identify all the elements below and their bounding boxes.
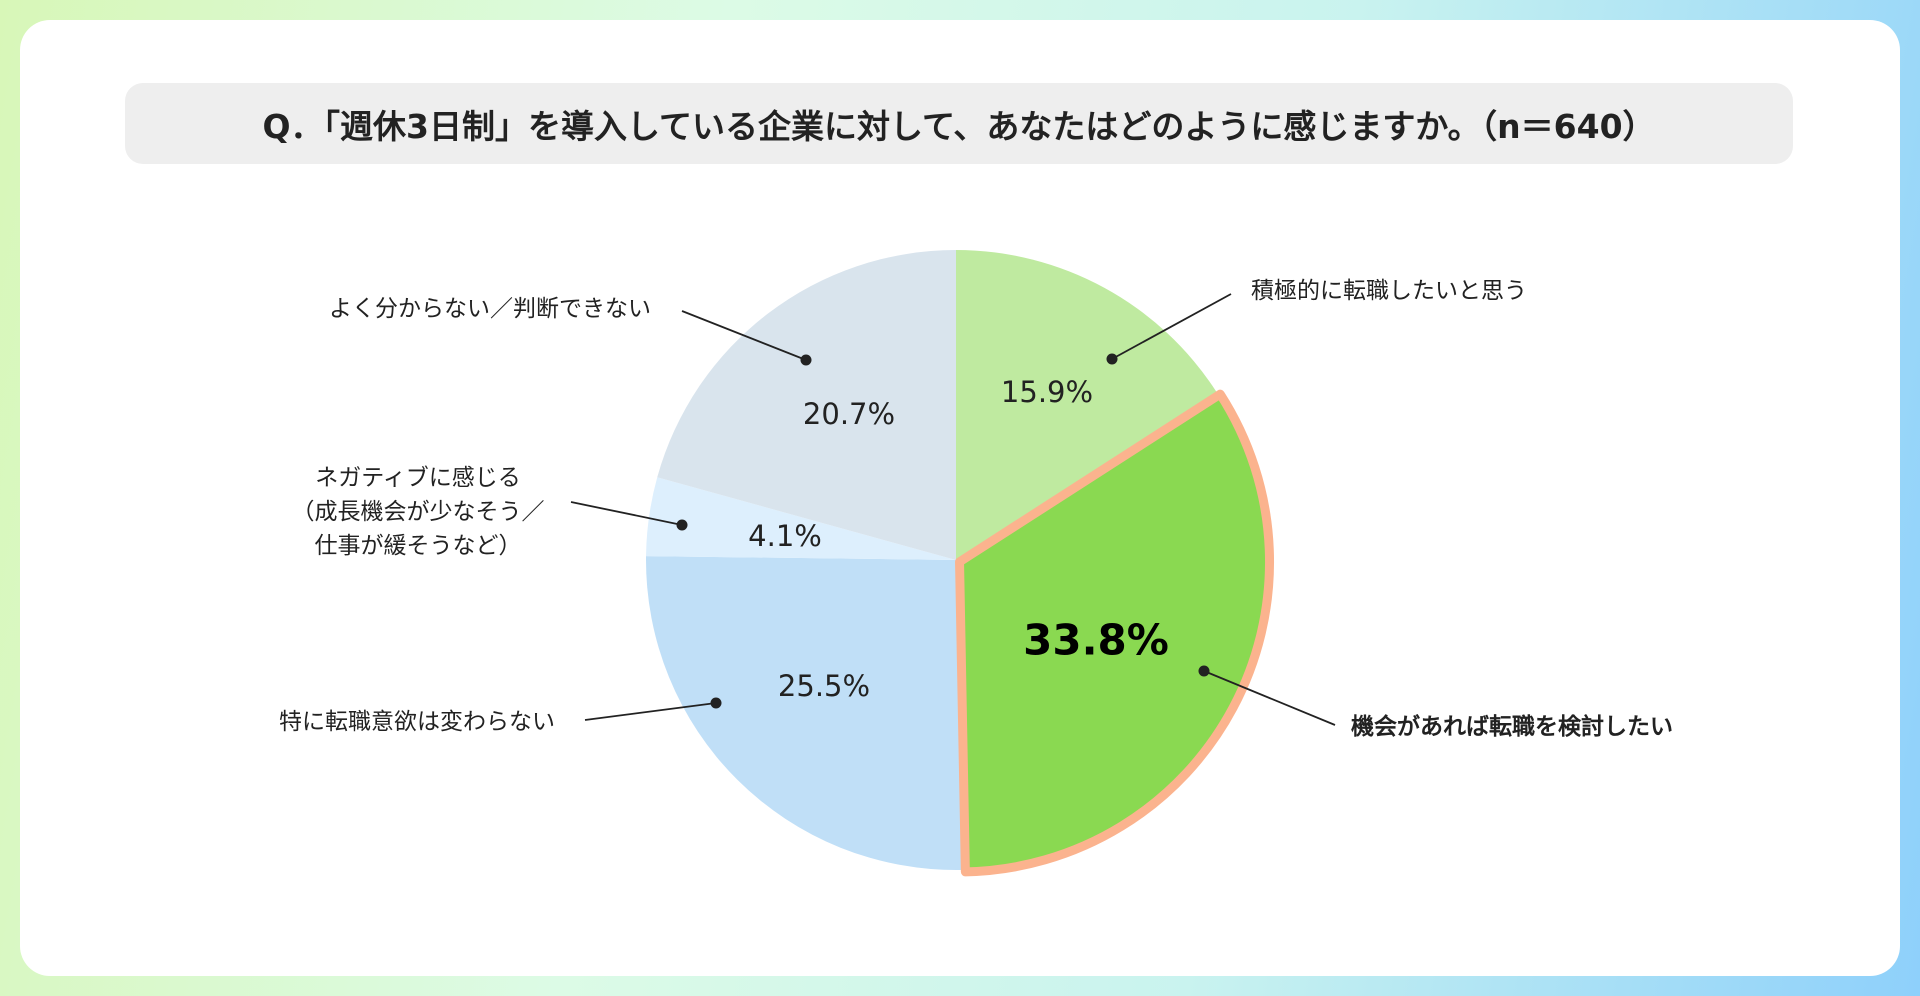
chart-title: Q．「週休3日制」を導入している企業に対して、あなたはどのように感じますか。（n… xyxy=(125,83,1793,164)
percent-label: 4.1% xyxy=(748,519,822,553)
leader-line xyxy=(1203,670,1336,726)
pie-slice xyxy=(645,556,962,871)
category-label: ネガティブに感じる xyxy=(315,465,521,491)
percent-label: 15.9% xyxy=(1001,375,1093,409)
percent-label: 20.7% xyxy=(803,397,895,431)
leader-dot xyxy=(800,354,812,366)
pie-slice xyxy=(956,250,1217,560)
leader-dot xyxy=(710,697,722,709)
category-label: 積極的に転職したいと思う xyxy=(1251,278,1527,304)
pie-slice-highlighted xyxy=(955,389,1275,877)
leader-line xyxy=(570,501,683,526)
leader-dot xyxy=(1198,665,1210,677)
leader-line xyxy=(681,310,807,361)
leader-line xyxy=(1111,293,1232,360)
leader-line xyxy=(584,702,717,721)
pie-slice xyxy=(646,477,956,560)
category-label: 特に転職意欲は変わらない xyxy=(279,709,555,735)
leader-dot xyxy=(676,519,688,531)
percent-label: 25.5% xyxy=(778,669,870,703)
leader-dot xyxy=(1106,353,1118,365)
category-label: よく分からない／判断できない xyxy=(329,296,651,322)
pie-slice xyxy=(657,249,956,561)
category-label: （成長機会が少なそう／ xyxy=(292,499,545,525)
category-label: 機会があれば転職を検討したい xyxy=(1351,713,1673,740)
category-label: 仕事が緩そうなど） xyxy=(315,533,522,559)
percent-label: 33.8% xyxy=(1023,616,1169,665)
